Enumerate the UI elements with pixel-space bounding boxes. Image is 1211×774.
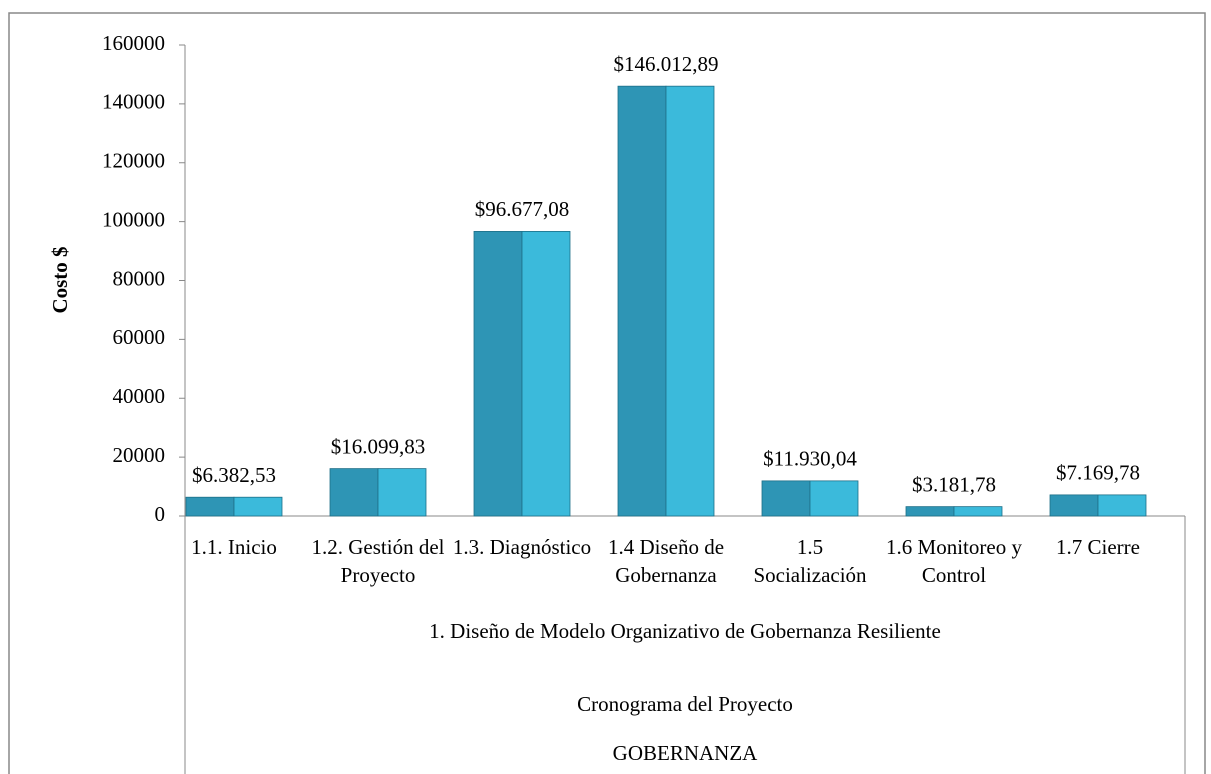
bar	[185, 496, 283, 517]
group-label: Cronograma del Proyecto	[577, 692, 793, 716]
bar-face	[953, 506, 1003, 517]
x-tick-label: 1.4 Diseño de Gobernanza	[607, 535, 725, 587]
x-tick-label: 1.6 Monitoreo y Control	[886, 535, 1022, 587]
x-tick-label: 1.3. Diagnóstico	[452, 535, 592, 559]
bar-face	[665, 85, 715, 517]
group-label: 1. Diseño de Modelo Organizativo de Gobe…	[429, 619, 941, 643]
bar-face	[905, 506, 955, 517]
bar-face	[473, 231, 523, 517]
value-label: $16.099,83	[331, 434, 426, 458]
bar-face	[761, 480, 811, 517]
x-tick-label: 1.2. Gestión del Proyecto	[311, 535, 445, 587]
bar-face	[1049, 494, 1099, 517]
y-tick-label: 160000	[102, 31, 165, 55]
bar-face	[809, 480, 859, 517]
y-tick-label: 140000	[102, 90, 165, 114]
y-tick-label: 20000	[113, 443, 166, 467]
value-label: $6.382,53	[192, 463, 276, 487]
bar-face	[185, 496, 235, 517]
bar	[329, 468, 427, 517]
y-tick-label: 120000	[102, 149, 165, 173]
y-tick-label: 40000	[113, 384, 166, 408]
y-tick-label: 100000	[102, 207, 165, 231]
bar-face	[1097, 494, 1147, 517]
bar-face	[233, 496, 283, 517]
value-label: $146.012,89	[614, 52, 719, 76]
y-tick-label: 80000	[113, 266, 166, 290]
bar-face	[521, 231, 571, 517]
bar-face	[329, 468, 379, 517]
bar	[1049, 494, 1147, 517]
x-tick-label: 1.1. Inicio	[191, 535, 277, 559]
y-tick-label: 60000	[113, 325, 166, 349]
bar	[761, 480, 859, 517]
y-axis-title: Costo $	[48, 246, 72, 313]
value-label: $3.181,78	[912, 472, 996, 496]
group-label: GOBERNANZA	[613, 741, 758, 765]
value-label: $96.677,08	[475, 197, 570, 221]
x-tick-label: 1.5 Socialización	[753, 535, 867, 587]
value-label: $11.930,04	[763, 447, 857, 471]
x-tick-label: 1.7 Cierre	[1056, 535, 1140, 559]
value-label: $7.169,78	[1056, 461, 1140, 485]
chart-border	[8, 12, 1206, 774]
bar	[473, 231, 571, 517]
y-tick-label: 0	[155, 502, 166, 526]
bar-face	[617, 85, 667, 517]
bar	[617, 85, 715, 517]
bar	[905, 506, 1003, 517]
bar-face	[377, 468, 427, 517]
